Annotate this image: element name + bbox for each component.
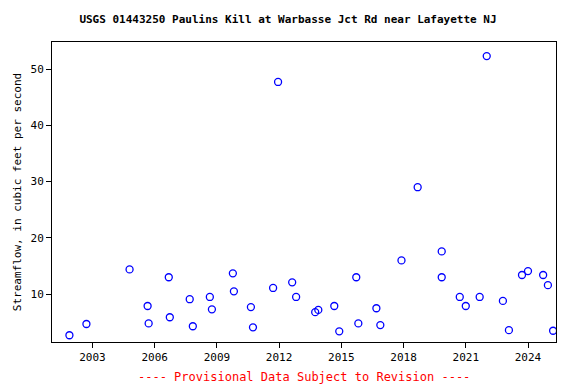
svg-text:40: 40 [31,119,44,132]
svg-text:2015: 2015 [328,351,355,364]
svg-text:Streamflow, in cubic feet per: Streamflow, in cubic feet per second [11,73,24,311]
svg-text:2006: 2006 [141,351,168,364]
svg-text:2024: 2024 [515,351,542,364]
svg-text:2003: 2003 [79,351,106,364]
svg-text:2021: 2021 [453,351,480,364]
svg-text:---- Provisional Data Subject: ---- Provisional Data Subject to Revisio… [138,370,470,384]
svg-text:10: 10 [31,288,44,301]
svg-text:30: 30 [31,175,44,188]
svg-text:2012: 2012 [266,351,293,364]
svg-text:USGS 01443250 Paulins Kill at: USGS 01443250 Paulins Kill at Warbasse J… [79,13,496,26]
svg-text:2009: 2009 [204,351,231,364]
svg-text:20: 20 [31,232,44,245]
svg-text:50: 50 [31,63,44,76]
svg-text:2018: 2018 [390,351,417,364]
